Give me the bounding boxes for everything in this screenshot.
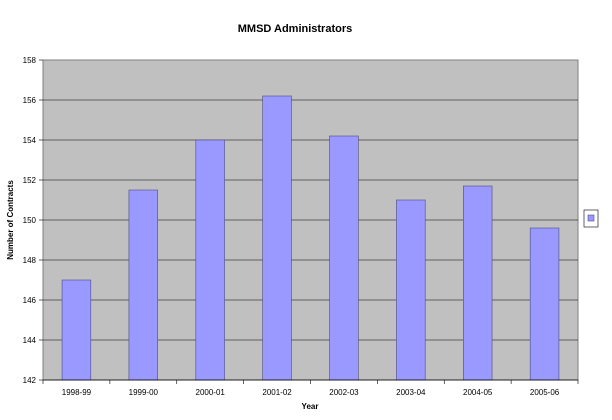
x-tick-label: 2003-04 [396, 388, 426, 397]
x-tick-label: 2004-05 [463, 388, 493, 397]
bars [61, 95, 560, 381]
bar [128, 189, 158, 381]
x-tick-label: 2001-02 [262, 388, 292, 397]
legend [583, 209, 599, 228]
x-axis: 1998-99 1999-00 2000-01 2001-02 2002-03 2003-… [42, 379, 579, 397]
x-tick-label: 2002-03 [329, 388, 359, 397]
y-tick-label: 154 [23, 136, 37, 145]
y-tick-label: 142 [23, 376, 37, 385]
y-tick-label: 146 [23, 296, 37, 305]
bar [396, 199, 426, 381]
chart-title: MMSD Administrators [238, 23, 353, 35]
bar [61, 279, 92, 381]
x-axis-label: Year [302, 402, 319, 411]
bar [329, 135, 359, 381]
bar [262, 95, 292, 381]
bar [463, 185, 493, 381]
y-tick-label: 148 [23, 256, 37, 265]
legend-swatch [587, 214, 595, 222]
y-axis: 142 144 146 148 150 152 154 156 158 [23, 56, 43, 385]
bar [529, 227, 560, 381]
y-tick-label: 156 [23, 96, 37, 105]
x-tick-label: 2005-06 [530, 388, 560, 397]
x-tick-label: 1998-99 [62, 388, 92, 397]
y-tick-label: 152 [23, 176, 37, 185]
y-tick-label: 150 [23, 216, 37, 225]
x-tick-label: 1999-00 [129, 388, 159, 397]
y-tick-label: 158 [23, 56, 37, 65]
y-axis-label: Number of Contracts [6, 180, 15, 260]
y-tick-label: 144 [23, 336, 37, 345]
x-tick-label: 2000-01 [196, 388, 226, 397]
bar [195, 139, 225, 381]
